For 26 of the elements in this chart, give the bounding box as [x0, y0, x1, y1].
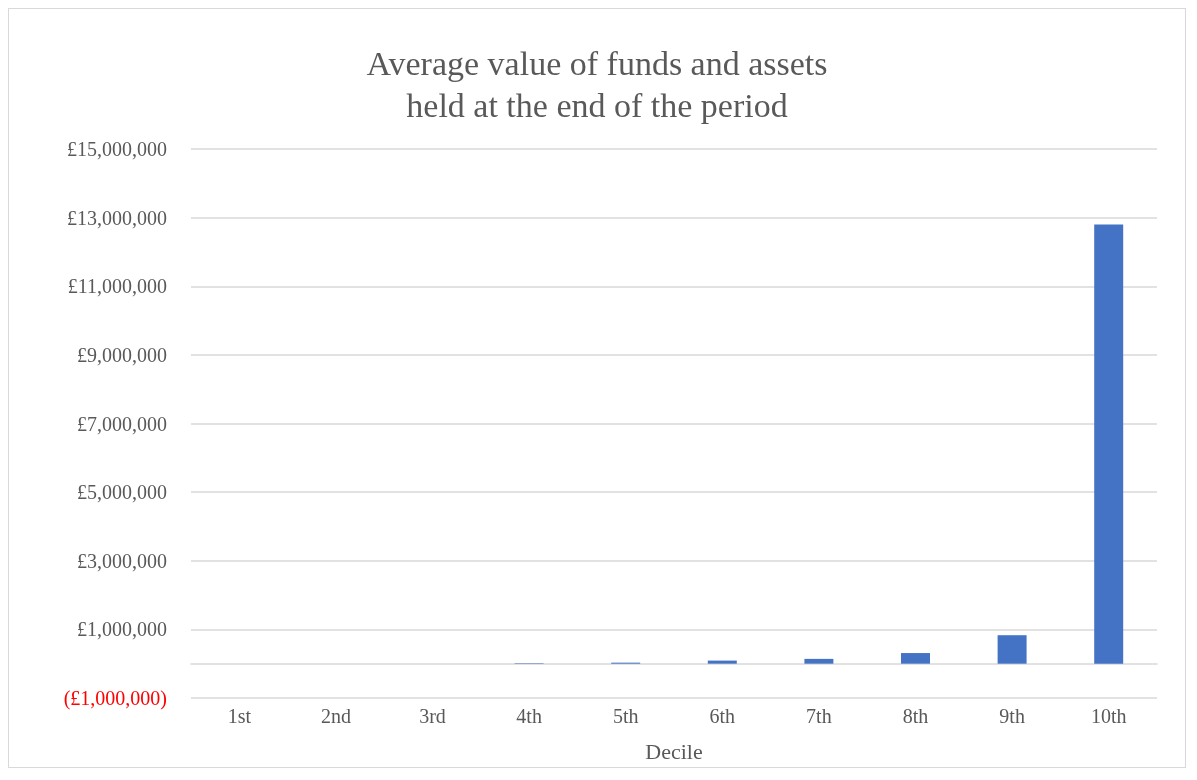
y-tick-label: £5,000,000	[77, 481, 167, 504]
x-tick-label: 10th	[1090, 705, 1127, 727]
y-tick-label: (£1,000,000)	[63, 687, 167, 710]
y-tick-label: £13,000,000	[67, 206, 167, 229]
x-tick-label: 2nd	[320, 705, 351, 727]
chart-title: Average value of funds and assets held at the end of the period	[366, 44, 828, 124]
x-tick-label: 3rd	[419, 705, 446, 727]
x-tick-label: 4th	[516, 705, 542, 727]
y-tick-label: £1,000,000	[77, 618, 167, 641]
x-tick-label: 5th	[612, 705, 639, 727]
x-tick-label: 8th	[902, 705, 929, 727]
x-tick-label: 7th	[806, 705, 832, 727]
y-tick-label: £15,000,000	[67, 138, 167, 160]
bar	[901, 653, 930, 664]
x-axis-title: Decile	[645, 738, 703, 764]
bar	[997, 635, 1027, 664]
y-tick-label: £7,000,000	[77, 412, 167, 435]
y-tick-label: £11,000,000	[67, 275, 167, 298]
x-tick-label: 9th	[999, 705, 1025, 727]
bar	[1094, 224, 1124, 664]
x-tick-label: 1st	[227, 705, 252, 727]
x-tick-label: 6th	[709, 705, 736, 727]
y-tick-label: £9,000,000	[77, 343, 167, 366]
y-tick-label: £3,000,000	[77, 549, 167, 572]
bar	[707, 660, 737, 664]
bar	[804, 658, 834, 664]
